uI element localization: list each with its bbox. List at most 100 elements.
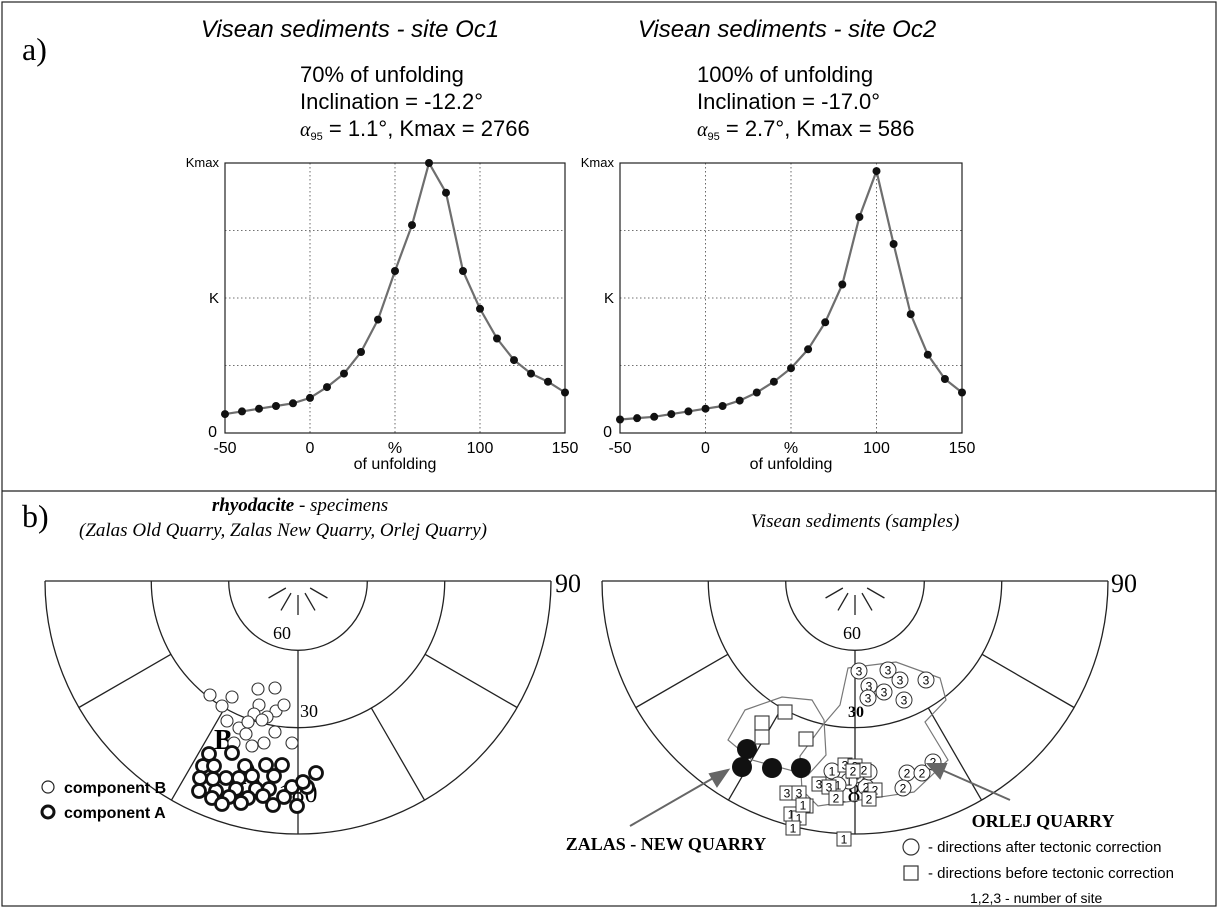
y-tick-label: K bbox=[209, 290, 219, 307]
x-tick-label: 0 bbox=[306, 440, 315, 457]
component-b-point bbox=[241, 715, 255, 729]
site-3-circle-point bbox=[879, 661, 897, 679]
component-a-point bbox=[191, 783, 207, 799]
data-point bbox=[493, 334, 501, 343]
visean-samples-title: Visean sediments (samples) bbox=[751, 511, 960, 532]
centre-tick bbox=[304, 592, 316, 611]
data-point bbox=[459, 267, 467, 275]
site-3-circle-point bbox=[875, 683, 893, 701]
centre-tick bbox=[309, 587, 328, 599]
site-1-square-point bbox=[785, 820, 801, 836]
right-unfolding-text: 100% of unfolding bbox=[697, 62, 873, 87]
data-point bbox=[804, 345, 813, 354]
site-number-label: 3 bbox=[856, 665, 863, 679]
zalas-square-point bbox=[777, 704, 793, 720]
centre-tick bbox=[837, 592, 849, 611]
y-tick-label: 0 bbox=[603, 424, 612, 441]
right-stats-text: α95 = 2.7°, Kmax = 586 bbox=[697, 116, 914, 143]
data-point bbox=[872, 167, 881, 176]
centre-tick bbox=[280, 592, 292, 611]
site-number-label: 1 bbox=[788, 808, 795, 822]
legend-after-correction: - directions after tectonic correction bbox=[928, 839, 1161, 856]
data-point bbox=[374, 315, 382, 324]
component-a-point bbox=[224, 745, 240, 761]
legend-component-b: component B bbox=[64, 780, 166, 797]
site-number-label: 2 bbox=[866, 793, 873, 807]
panel-b-label: b) bbox=[22, 498, 49, 534]
site-number-label: 3 bbox=[866, 680, 873, 694]
component-b-point bbox=[215, 699, 229, 713]
data-point bbox=[906, 310, 915, 319]
left-inclination-text: Inclination = -12.2° bbox=[300, 89, 483, 114]
left-stereonet bbox=[44, 580, 552, 835]
legend-after-correction-marker bbox=[902, 838, 920, 856]
data-point bbox=[221, 410, 229, 419]
data-point bbox=[735, 396, 744, 405]
component-a-point bbox=[244, 768, 260, 784]
data-point bbox=[238, 407, 246, 416]
site-3-circle-point bbox=[917, 671, 935, 689]
radial-line bbox=[635, 653, 729, 709]
radial-line bbox=[78, 653, 172, 709]
site-number-label: 3 bbox=[826, 781, 833, 795]
left-stats-value: = 1.1°, Kmax = 2766 bbox=[323, 116, 530, 141]
component-b-point bbox=[255, 713, 269, 727]
site-number-label: 2 bbox=[850, 765, 857, 779]
data-point bbox=[718, 402, 727, 410]
component-a-point bbox=[289, 798, 305, 814]
zalas-arrow bbox=[629, 768, 731, 827]
x-tick-label: 150 bbox=[949, 440, 976, 457]
rhyodacite-subtitle: (Zalas Old Quarry, Zalas New Quarry, Orl… bbox=[79, 520, 487, 541]
site-1-square-point bbox=[836, 831, 852, 847]
component-a-point bbox=[295, 774, 311, 790]
radial-line bbox=[170, 707, 226, 801]
orlej-cluster-outline bbox=[799, 661, 949, 807]
x-tick-label: 150 bbox=[552, 440, 579, 457]
component-a-point bbox=[255, 788, 271, 804]
right-stats-value: = 2.7°, Kmax = 586 bbox=[720, 116, 915, 141]
panel-a-label: a) bbox=[22, 31, 47, 67]
zalas-filled-point bbox=[791, 758, 811, 778]
site-number-label: 3 bbox=[816, 778, 823, 792]
rhyodacite-title: rhyodacite - specimens bbox=[212, 495, 388, 516]
left-ring-60-label: 60 bbox=[273, 623, 291, 643]
data-point bbox=[272, 402, 280, 410]
site-2-circle-point bbox=[913, 764, 931, 782]
data-point bbox=[510, 356, 518, 365]
site-number-label: 2 bbox=[861, 764, 868, 778]
centre-tick bbox=[866, 587, 885, 599]
orlej-arrow bbox=[925, 763, 1011, 801]
site-2-square-point bbox=[845, 763, 861, 779]
component-b-point bbox=[257, 736, 271, 750]
data-point bbox=[701, 404, 710, 413]
site-number-label: 2 bbox=[904, 767, 911, 781]
right-label-90: 90 bbox=[1111, 569, 1137, 598]
component-a-point bbox=[308, 765, 324, 781]
legend-component-b-marker bbox=[41, 780, 55, 794]
site-number-label: 3 bbox=[842, 759, 849, 773]
data-point bbox=[255, 404, 263, 413]
site-number-label: 3 bbox=[923, 674, 930, 688]
radial-line bbox=[981, 653, 1075, 709]
component-a-point bbox=[266, 768, 282, 784]
data-point bbox=[391, 267, 399, 275]
component-b-point bbox=[268, 681, 282, 695]
data-point bbox=[923, 350, 932, 359]
data-point bbox=[838, 280, 847, 289]
left-label-90: 90 bbox=[555, 569, 581, 598]
site-number-label: 2 bbox=[863, 781, 870, 795]
component-a-point bbox=[274, 757, 290, 773]
legend-site-numbers: 1,2,3 - number of site bbox=[970, 890, 1103, 906]
component-a-point bbox=[265, 797, 281, 813]
site-number-label: 2 bbox=[930, 756, 937, 770]
data-point bbox=[340, 369, 348, 378]
x-tick-label: -50 bbox=[213, 440, 236, 457]
left-ring-30-label: 30 bbox=[300, 701, 318, 721]
component-a-point bbox=[218, 770, 234, 786]
legend-before-correction: - directions before tectonic correction bbox=[928, 865, 1174, 882]
right-alpha-symbol: α bbox=[697, 119, 708, 141]
component-b-point bbox=[239, 727, 253, 741]
component-b-point bbox=[245, 739, 259, 753]
